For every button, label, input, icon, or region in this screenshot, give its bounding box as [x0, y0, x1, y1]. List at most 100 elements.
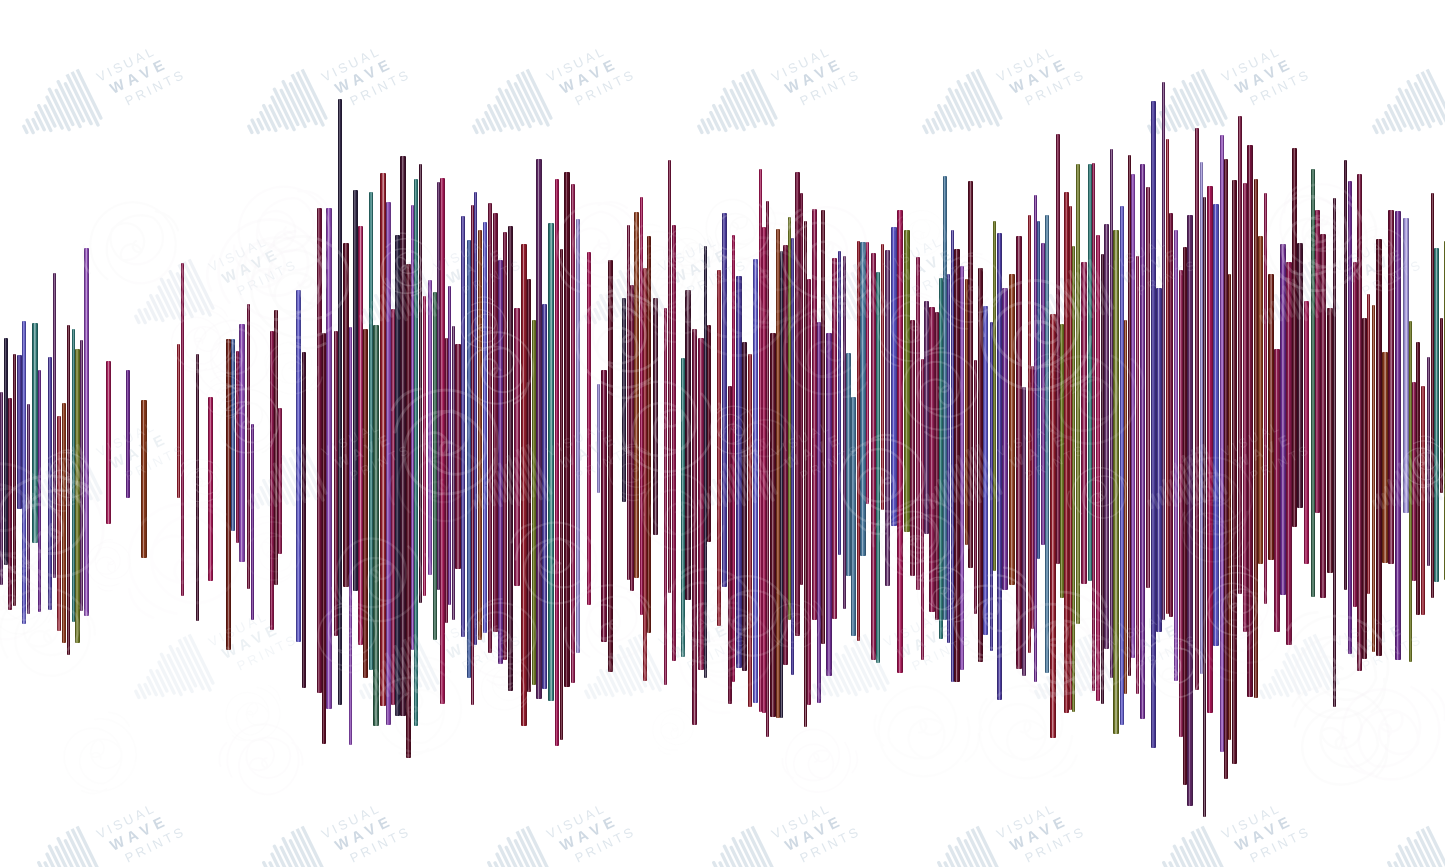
waveform-bar: [1002, 287, 1009, 591]
waveform-bar: [885, 249, 891, 587]
waveform-bar: [1162, 81, 1165, 620]
waveform-bar: [31, 322, 38, 544]
waveform-bar: [390, 309, 395, 705]
waveform-bar: [1174, 230, 1179, 681]
waveform-bar: [629, 284, 634, 591]
waveform-bar: [943, 175, 948, 621]
equalizer-bars-icon: [1147, 66, 1228, 135]
waveform-bar: [607, 260, 613, 673]
equalizer-bars-icon: [37, 823, 103, 867]
waveform-bar: [1212, 204, 1219, 647]
waveform-bar: [570, 184, 575, 684]
waveform-bar: [1120, 205, 1125, 725]
waveform-bar: [1100, 254, 1104, 704]
equalizer-bars-icon: [134, 256, 215, 325]
waveform-bar: [125, 369, 130, 499]
waveform-bar: [910, 320, 916, 577]
equalizer-bars-icon: [1372, 66, 1445, 135]
waveform-bar: [195, 354, 199, 621]
waveform-bar: [915, 257, 920, 590]
waveform-bar: [180, 262, 184, 596]
waveform-bar: [1034, 194, 1038, 682]
waveform-bar: [1027, 215, 1031, 653]
waveform-bar: [769, 333, 776, 717]
waveform-bar: [1253, 179, 1258, 698]
equalizer-bars-icon: [809, 256, 890, 325]
waveform-bar: [235, 351, 239, 544]
waveform-bar: [13, 353, 17, 606]
waveform-bar: [488, 202, 492, 654]
waveform-bar: [663, 308, 667, 685]
equalizer-bars-icon: [472, 441, 553, 510]
waveform-bar: [278, 407, 283, 554]
equalizer-bars-icon: [809, 631, 890, 700]
waveform-bar: [845, 352, 851, 576]
waveform-bar: [742, 342, 747, 671]
equalizer-bars-icon: [1387, 823, 1445, 867]
equalizer-bars-icon: [584, 256, 665, 325]
waveform-bar: [859, 242, 866, 556]
equalizer-bars-icon: [134, 631, 215, 700]
waveform-bar: [296, 289, 302, 642]
waveform-bar: [1430, 193, 1434, 599]
equalizer-bars-icon: [1034, 256, 1115, 325]
waveform-bar: [697, 337, 704, 671]
waveform-bar: [929, 306, 936, 613]
waveform-bar: [274, 310, 278, 585]
waveform-bar: [239, 324, 245, 562]
waveform-bar: [455, 343, 462, 569]
equalizer-bars-icon: [22, 66, 103, 135]
waveform-bar: [703, 245, 707, 679]
waveform-bar: [920, 359, 924, 660]
waveform-bar: [461, 215, 466, 638]
waveform-bar: [668, 160, 671, 593]
waveform-bar: [685, 290, 692, 601]
waveform-bar: [850, 396, 856, 637]
waveform-bar: [586, 252, 591, 605]
waveform-bar: [1333, 197, 1337, 707]
waveform-bar: [1263, 193, 1267, 605]
waveform-bar: [964, 279, 968, 546]
waveform-bar: [427, 280, 432, 575]
waveform-bar: [399, 155, 406, 717]
waveform-bar: [779, 250, 783, 718]
equalizer-bars-icon: [359, 256, 440, 325]
waveform-bar: [302, 351, 306, 688]
equalizer-bars-icon: [134, 631, 215, 700]
waveform-bar: [1362, 318, 1368, 660]
waveform-bar: [1279, 243, 1286, 595]
waveform-bar: [1408, 320, 1412, 662]
equalizer-bars-icon: [262, 823, 328, 867]
waveform-bar: [342, 242, 349, 588]
waveform-bar: [22, 321, 27, 624]
waveform-bar: [727, 386, 732, 704]
waveform-bar: [353, 189, 359, 591]
waveform-bar: [1128, 155, 1132, 676]
waveform-bar: [575, 219, 580, 654]
waveform-bar: [140, 400, 147, 559]
waveform-bar: [105, 360, 111, 525]
waveform-bar: [8, 398, 12, 610]
